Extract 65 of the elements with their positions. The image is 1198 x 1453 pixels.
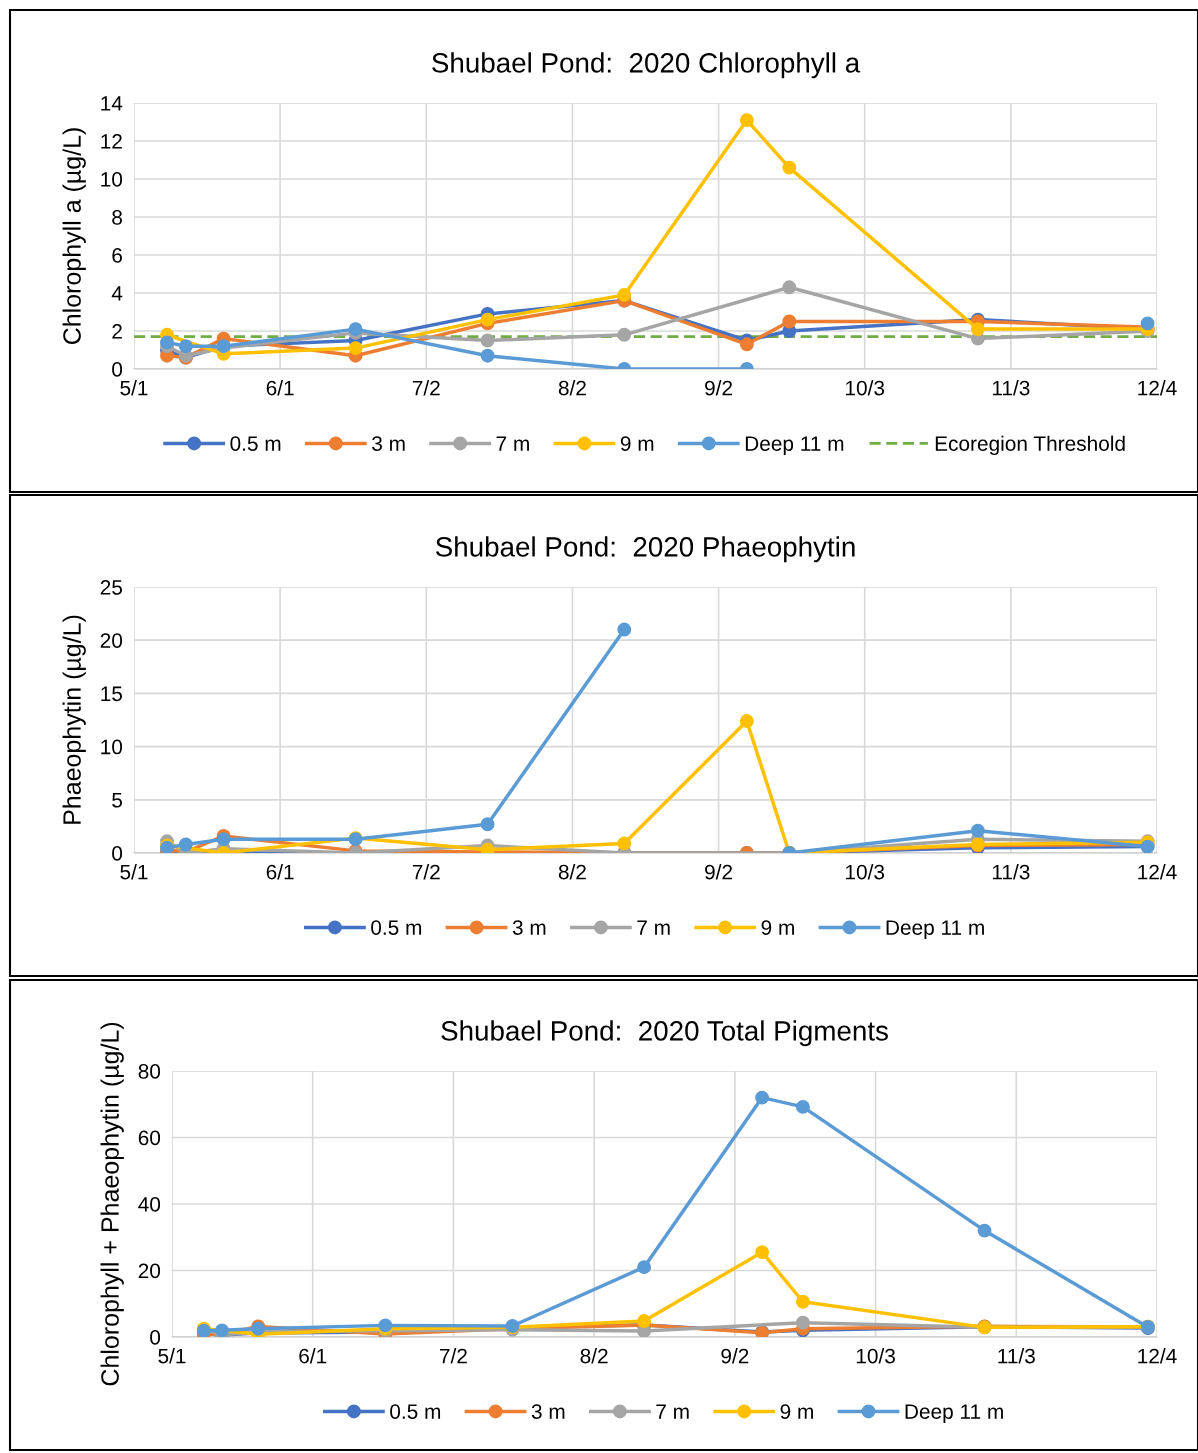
- y-tick-label: 8: [112, 210, 122, 225]
- legend-label: 3 m: [372, 436, 405, 451]
- y-tick-label: 40: [138, 1197, 161, 1212]
- x-tick-label: 11/3: [992, 864, 1030, 880]
- x-tick-label: 5/1: [120, 380, 148, 396]
- legend-label: 9 m: [620, 436, 654, 451]
- legend-label: Deep 11 m: [886, 920, 984, 940]
- y-tick-label: 10: [101, 739, 123, 755]
- y-axis-title: Chlorophyll + Phaeophytin (µg/L): [100, 1022, 124, 1386]
- chart-title: Shubael Pond: 2020 Phaeophytin: [435, 536, 855, 563]
- x-tick-label: 10/3: [846, 380, 885, 396]
- y-tick-label: 2: [112, 324, 122, 339]
- chart-title: Shubael Pond: 2020 Total Pigments: [441, 1020, 888, 1047]
- x-tick-label: 5/1: [120, 864, 148, 880]
- x-tick-label: 6/1: [266, 380, 294, 396]
- x-tick-label: 12/4: [1138, 1348, 1177, 1364]
- x-tick-label: 5/1: [158, 1348, 186, 1364]
- y-tick-label: 15: [101, 686, 123, 702]
- y-tick-label: 5: [112, 793, 123, 808]
- legend-label: Deep 11 m: [905, 1404, 1003, 1424]
- y-tick-label: 80: [138, 1064, 161, 1079]
- y-tick-label: 6: [112, 248, 122, 263]
- legend-label: 7 m: [496, 436, 529, 451]
- y-tick-label: 20: [138, 1263, 161, 1279]
- x-tick-label: 12/4: [1138, 380, 1177, 396]
- x-tick-label: 9/2: [705, 380, 733, 396]
- legend-label: Ecoregion Threshold: [935, 435, 1125, 456]
- x-tick-label: 9/2: [721, 1348, 749, 1364]
- x-tick-label: 7/2: [412, 380, 440, 396]
- y-tick-label: 10: [101, 172, 123, 187]
- x-tick-label: 11/3: [998, 1348, 1035, 1364]
- y-tick-label: 12: [101, 134, 122, 149]
- x-tick-label: 6/1: [299, 1348, 327, 1364]
- y-tick-label: 0: [112, 362, 123, 377]
- legend-label: Deep 11 m: [745, 436, 844, 456]
- x-tick-label: 7/2: [412, 864, 440, 880]
- legend-label: 0.5 m: [390, 1404, 441, 1419]
- legend-label: 0.5 m: [230, 436, 281, 451]
- chart-title: Shubael Pond: 2020 Chlorophyll a: [432, 52, 861, 79]
- x-tick-label: 8/2: [558, 380, 586, 396]
- x-tick-label: 11/3: [992, 380, 1030, 396]
- y-tick-label: 0: [150, 1330, 161, 1345]
- y-axis-title: Phaeophytin (µg/L): [62, 615, 86, 824]
- y-tick-label: 0: [112, 846, 123, 861]
- x-tick-label: 8/2: [558, 864, 586, 880]
- x-tick-label: 7/2: [440, 1348, 467, 1364]
- x-tick-label: 10/3: [856, 1348, 895, 1364]
- x-tick-label: 10/3: [846, 864, 885, 880]
- y-tick-label: 20: [100, 633, 123, 648]
- x-tick-label: 8/2: [580, 1348, 608, 1364]
- x-tick-label: 6/1: [266, 864, 294, 880]
- legend-label: 0.5 m: [371, 920, 422, 935]
- y-tick-label: 25: [100, 580, 123, 595]
- y-tick-label: 60: [138, 1130, 161, 1146]
- legend-label: 3 m: [531, 1404, 565, 1419]
- y-tick-label: 14: [101, 96, 123, 111]
- legend-label: 9 m: [780, 1404, 813, 1419]
- legend-label: 9 m: [761, 920, 794, 935]
- legend-label: 7 m: [656, 1404, 689, 1419]
- x-tick-label: 9/2: [705, 864, 733, 880]
- x-tick-label: 12/4: [1138, 864, 1177, 880]
- y-axis-title: Chlorophyll a (µg/L): [62, 128, 86, 345]
- legend-label: 3 m: [512, 920, 546, 935]
- legend-label: 7 m: [637, 920, 670, 935]
- y-tick-label: 4: [111, 286, 123, 301]
